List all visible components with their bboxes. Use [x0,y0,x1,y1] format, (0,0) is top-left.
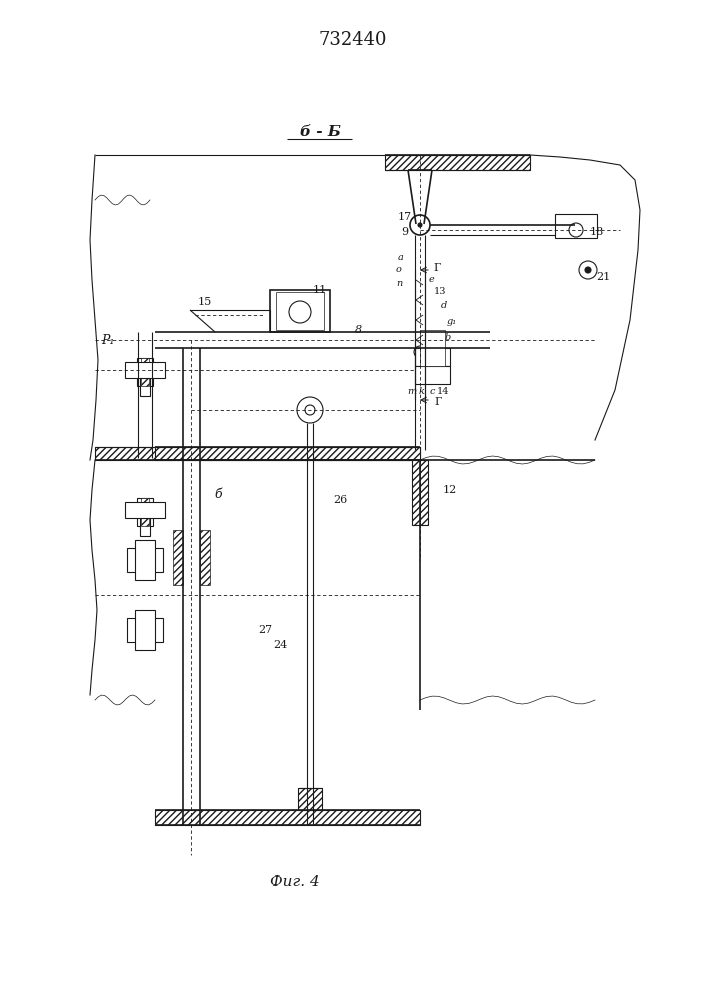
Bar [200,530,210,585]
Bar [140,612,150,648]
Circle shape [410,215,430,235]
Circle shape [305,405,315,415]
Bar [141,498,149,526]
Text: 13: 13 [434,288,446,296]
Text: 12: 12 [443,485,457,495]
Bar [95,447,420,460]
Text: 17: 17 [398,212,412,222]
Text: 14: 14 [437,387,449,396]
Text: 11: 11 [313,285,327,295]
Bar [140,368,150,396]
Text: g₁: g₁ [447,318,457,326]
Text: Фиг. 4: Фиг. 4 [270,875,320,889]
Bar [415,366,450,384]
Text: P₁: P₁ [101,334,115,347]
Text: 27: 27 [258,625,272,635]
Bar [420,330,445,366]
Bar [415,348,450,366]
Circle shape [579,261,597,279]
Bar [137,358,153,386]
Text: 8: 8 [354,325,361,335]
Text: 18: 18 [590,227,604,237]
Bar [555,214,597,238]
Circle shape [414,346,426,358]
Bar [137,498,153,526]
Text: 15: 15 [198,297,212,307]
Bar [140,542,150,578]
Text: 26: 26 [333,495,347,505]
Text: 24: 24 [273,640,287,650]
Bar [276,292,324,330]
Bar [173,530,183,585]
Bar [135,610,155,650]
Bar [127,618,163,642]
Bar [155,810,420,825]
Bar [270,290,330,332]
Text: a: a [398,253,404,262]
Bar [125,502,165,518]
Circle shape [418,350,422,354]
Circle shape [585,267,591,273]
Text: б - Б: б - Б [300,125,341,139]
Circle shape [289,301,311,323]
Text: o: o [396,265,402,274]
Bar [135,540,155,580]
Text: m: m [407,387,416,396]
Circle shape [418,223,422,227]
Text: 732440: 732440 [319,31,387,49]
Text: n: n [396,279,402,288]
Text: 9: 9 [402,227,409,237]
Text: Г: Г [433,263,440,273]
Circle shape [297,397,323,423]
Bar [140,508,150,536]
Bar [385,155,530,170]
Text: Г: Г [434,397,442,407]
Circle shape [569,223,583,237]
Bar [155,447,420,460]
Bar [412,460,428,525]
Text: б: б [214,488,222,502]
Text: k: k [419,387,425,396]
Text: b: b [445,334,451,342]
Bar [141,358,149,386]
Text: d: d [441,300,447,310]
Text: 21: 21 [596,272,610,282]
Bar [125,362,165,378]
Bar [298,788,322,810]
Bar [127,548,163,572]
Text: c: c [429,387,435,396]
Text: e: e [428,275,434,284]
